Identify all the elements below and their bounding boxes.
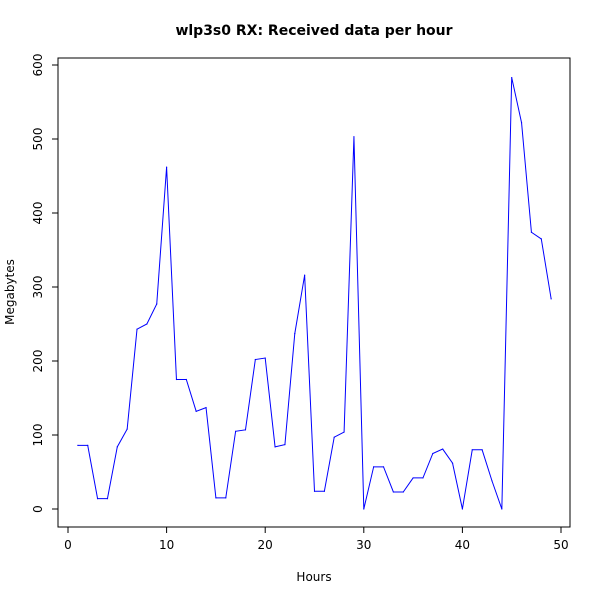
data-point [313,490,316,492]
data-point [333,436,335,438]
y-tick-label: 100 [31,424,45,447]
data-point [501,508,503,510]
data-point [461,508,463,510]
x-tick-label: 10 [159,538,174,552]
x-tick-label: 20 [258,538,273,552]
data-point [402,491,404,493]
data-point [520,122,523,124]
y-tick-label: 500 [31,128,45,151]
x-tick-label: 30 [356,538,371,552]
y-tick-label: 300 [31,276,45,299]
data-point [146,323,148,325]
data-point [156,303,158,305]
x-tick-label: 40 [455,538,470,552]
y-axis-label: Megabytes [3,259,17,325]
data-point [363,508,365,510]
data-point [382,466,385,468]
plot-frame [57,57,571,528]
data-point [432,452,434,455]
x-axis: 0 10 20 30 40 50 [64,526,569,552]
data-point [274,446,276,448]
y-tick-label: 400 [31,202,45,225]
data-point [451,462,454,464]
data-point [166,166,168,168]
data-point [530,231,533,233]
data-point [185,378,187,381]
data-point [343,431,345,433]
data-point [244,429,247,431]
data-point [294,333,296,335]
data-point [323,490,325,492]
data-point [540,238,542,240]
y-tick-label: 0 [31,505,45,513]
data-point [77,444,79,446]
data-point [412,477,414,479]
data-point [116,446,118,448]
data-point [392,491,394,493]
data-point [550,298,552,300]
data-point [106,498,109,500]
data-point [511,76,513,79]
data-point [422,477,424,479]
data-series-line [77,77,552,510]
data-point [264,357,266,359]
data-points [77,76,552,510]
data-point [284,444,286,446]
y-axis: 0 100 200 300 400 500 600 [31,54,59,513]
data-point [442,448,444,450]
data-point [235,430,237,432]
data-point [175,378,178,381]
data-point [205,407,207,409]
data-point [304,274,306,276]
data-point [491,480,493,482]
data-point [225,497,227,499]
chart-title: wlp3s0 RX: Received data per hour [175,23,452,39]
data-point [96,498,99,500]
data-point [136,328,138,330]
x-axis-label: Hours [296,570,331,584]
data-point [373,466,375,468]
data-point [215,497,217,499]
data-point [195,410,197,412]
x-tick-label: 0 [64,538,72,552]
data-point [254,358,256,361]
data-point [481,449,483,451]
y-tick-label: 600 [31,54,45,77]
data-point [353,136,355,138]
data-point [126,428,128,430]
data-point [471,449,473,451]
data-point [87,444,89,446]
x-tick-label: 50 [553,538,568,552]
y-tick-label: 200 [31,350,45,373]
